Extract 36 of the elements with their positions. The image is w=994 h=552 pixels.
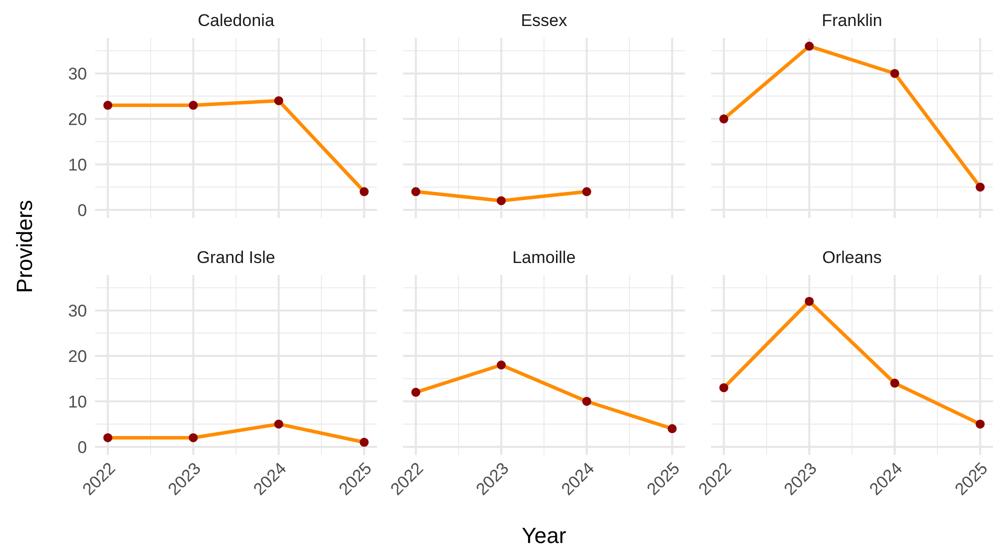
point	[668, 424, 677, 434]
point	[582, 396, 592, 406]
point	[103, 433, 112, 442]
y-tick-label: 20	[68, 110, 87, 129]
point	[188, 433, 198, 442]
chart-title: Grand Isle	[196, 248, 276, 267]
point	[719, 114, 728, 124]
y-tick-label: 30	[68, 64, 87, 84]
point	[976, 420, 985, 429]
y-tick-label: 30	[68, 301, 87, 320]
point	[976, 182, 985, 192]
point	[360, 187, 369, 196]
y-tick-label: 10	[68, 392, 87, 412]
point	[411, 388, 420, 397]
chart-title: Lamoille	[512, 248, 576, 267]
point	[103, 100, 112, 110]
point	[274, 420, 284, 429]
point	[890, 378, 900, 388]
chart-title: Orleans	[822, 248, 882, 267]
chart-title: Franklin	[822, 11, 882, 30]
chart-title: Essex	[520, 11, 568, 30]
point	[890, 68, 900, 78]
y-tick-label: 0	[78, 200, 87, 220]
y-tick-label: 10	[68, 155, 87, 174]
point	[719, 383, 728, 392]
point	[274, 96, 284, 106]
y-tick-label: 0	[78, 438, 87, 457]
point	[360, 438, 369, 447]
y-axis-title: Providers	[12, 200, 37, 293]
point	[804, 42, 814, 51]
point	[188, 100, 198, 110]
point	[496, 360, 506, 370]
point	[804, 296, 814, 306]
y-tick-label: 20	[68, 346, 87, 366]
x-axis-title: Year	[522, 523, 566, 548]
chart-title: Caledonia	[198, 11, 275, 30]
